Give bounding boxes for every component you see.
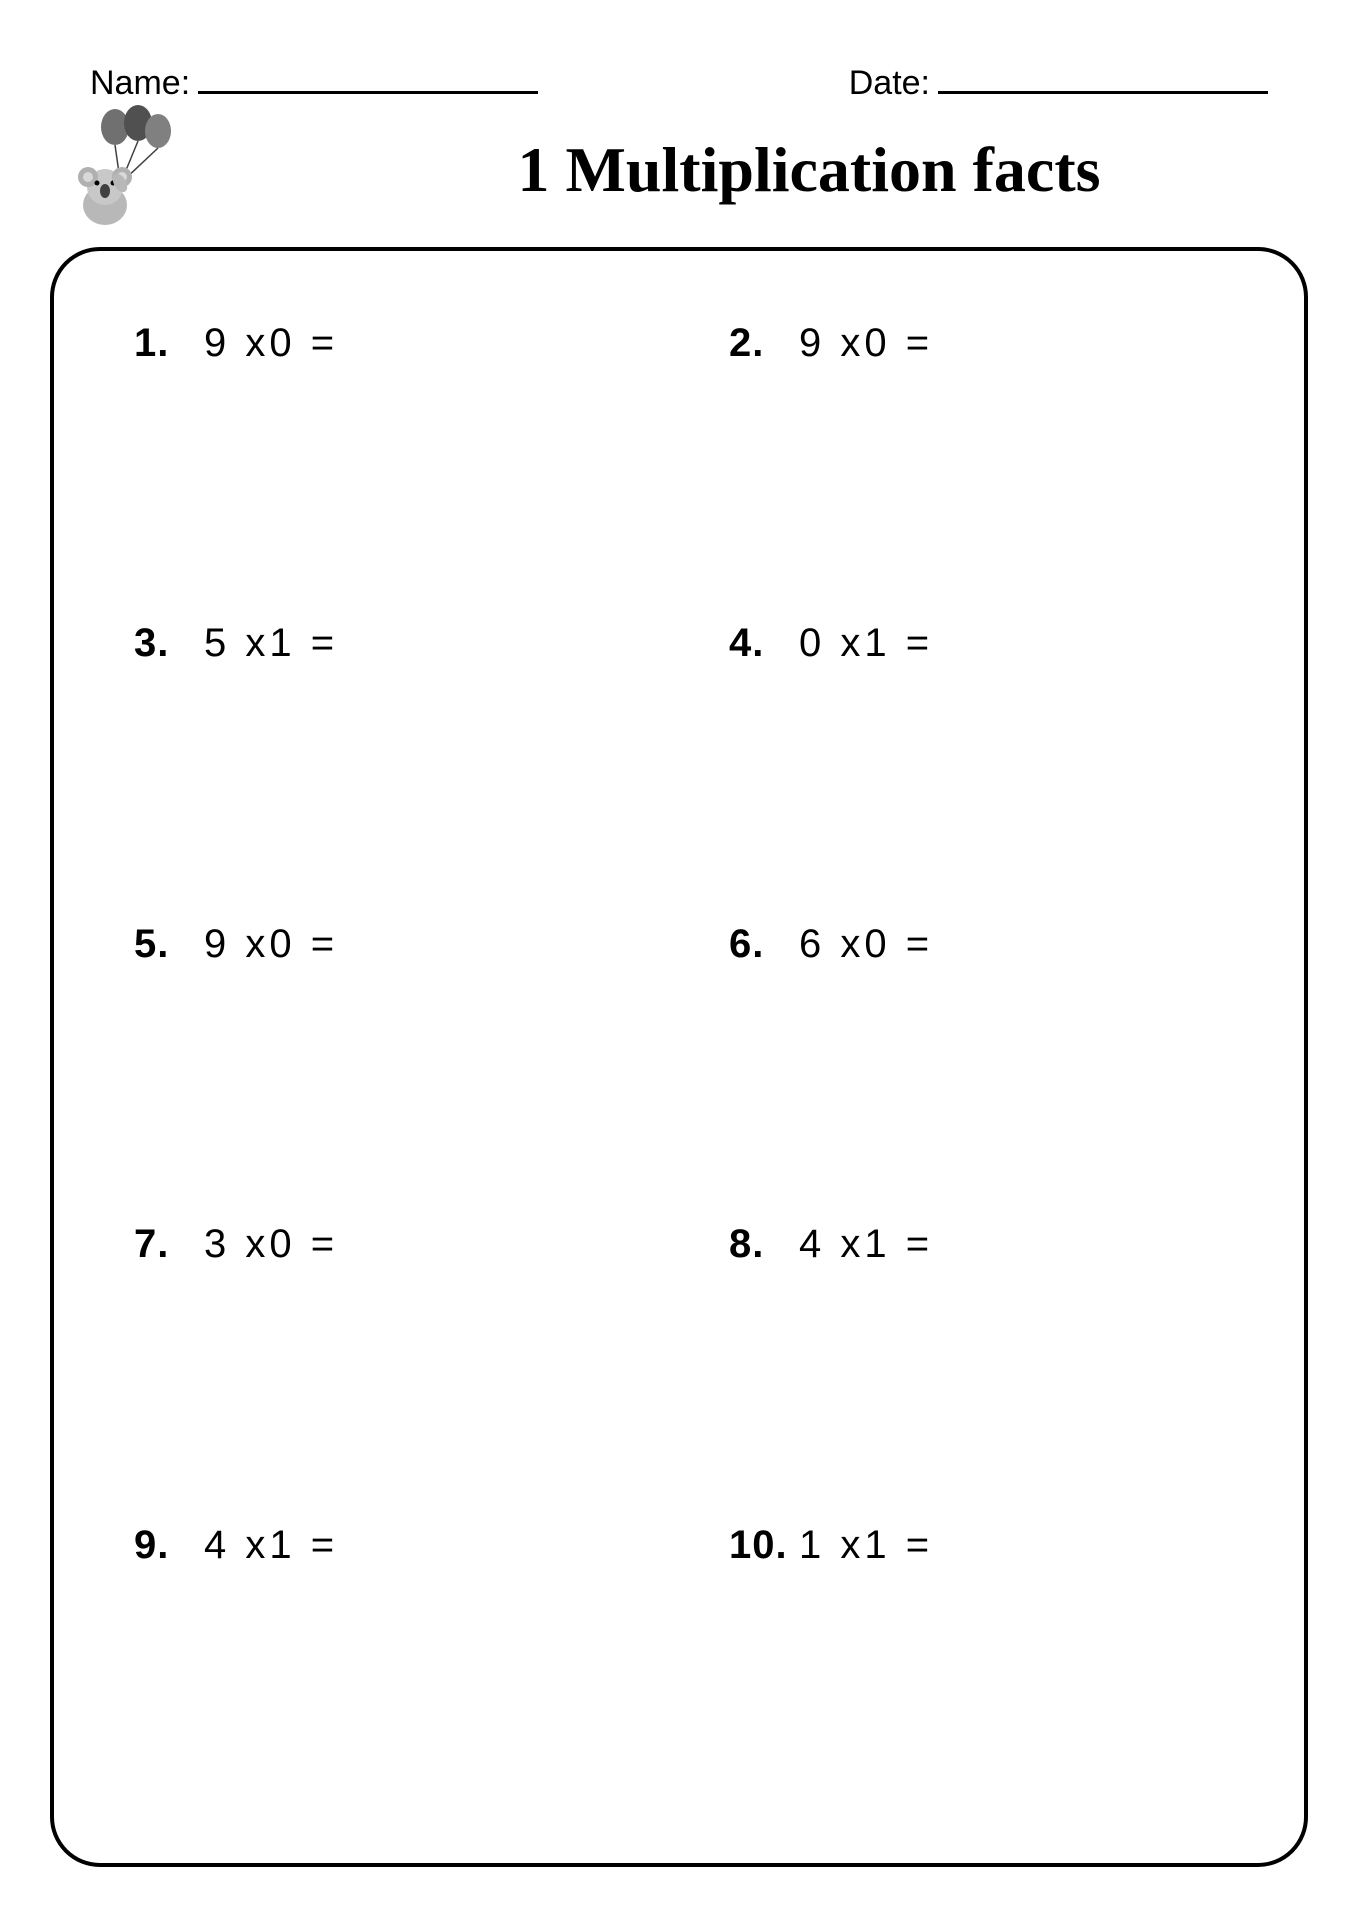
problem-number: 10. <box>729 1523 799 1568</box>
problem-3: 3. 5 x1 = <box>114 601 649 901</box>
problems-container: 1. 9 x0 = 2. 9 x0 = 3. 5 x1 = 4. 0 x1 = … <box>50 247 1308 1867</box>
problem-number: 5. <box>134 922 204 967</box>
problems-grid: 1. 9 x0 = 2. 9 x0 = 3. 5 x1 = 4. 0 x1 = … <box>114 301 1244 1803</box>
problem-expression: 3 x0 = <box>204 1222 338 1267</box>
header-row: Name: Date: <box>0 0 1358 123</box>
name-input-line[interactable] <box>198 60 538 94</box>
problem-expression: 6 x0 = <box>799 922 933 967</box>
problem-expression: 5 x1 = <box>204 621 338 666</box>
name-label: Name: <box>90 64 190 103</box>
problem-number: 3. <box>134 621 204 666</box>
problem-number: 2. <box>729 321 799 366</box>
worksheet-title: 1 Multiplication facts <box>260 133 1358 207</box>
problem-expression: 9 x0 = <box>204 922 338 967</box>
problem-8: 8. 4 x1 = <box>709 1202 1244 1502</box>
date-label: Date: <box>849 64 930 103</box>
date-input-line[interactable] <box>938 60 1268 94</box>
problem-expression: 9 x0 = <box>799 321 933 366</box>
problem-number: 4. <box>729 621 799 666</box>
problem-number: 6. <box>729 922 799 967</box>
problem-expression: 4 x1 = <box>799 1222 933 1267</box>
problem-expression: 9 x0 = <box>204 321 338 366</box>
problem-1: 1. 9 x0 = <box>114 301 649 601</box>
problem-6: 6. 6 x0 = <box>709 902 1244 1202</box>
problem-number: 7. <box>134 1222 204 1267</box>
problem-number: 1. <box>134 321 204 366</box>
problem-number: 8. <box>729 1222 799 1267</box>
name-field: Name: <box>90 60 538 103</box>
date-field: Date: <box>849 60 1268 103</box>
problem-number: 9. <box>134 1523 204 1568</box>
problem-expression: 0 x1 = <box>799 621 933 666</box>
problem-10: 10. 1 x1 = <box>709 1503 1244 1803</box>
problem-expression: 4 x1 = <box>204 1523 338 1568</box>
koala-balloons-icon <box>70 105 190 235</box>
problem-4: 4. 0 x1 = <box>709 601 1244 901</box>
problem-expression: 1 x1 = <box>799 1523 933 1568</box>
problem-5: 5. 9 x0 = <box>114 902 649 1202</box>
problem-7: 7. 3 x0 = <box>114 1202 649 1502</box>
problem-2: 2. 9 x0 = <box>709 301 1244 601</box>
problem-9: 9. 4 x1 = <box>114 1503 649 1803</box>
